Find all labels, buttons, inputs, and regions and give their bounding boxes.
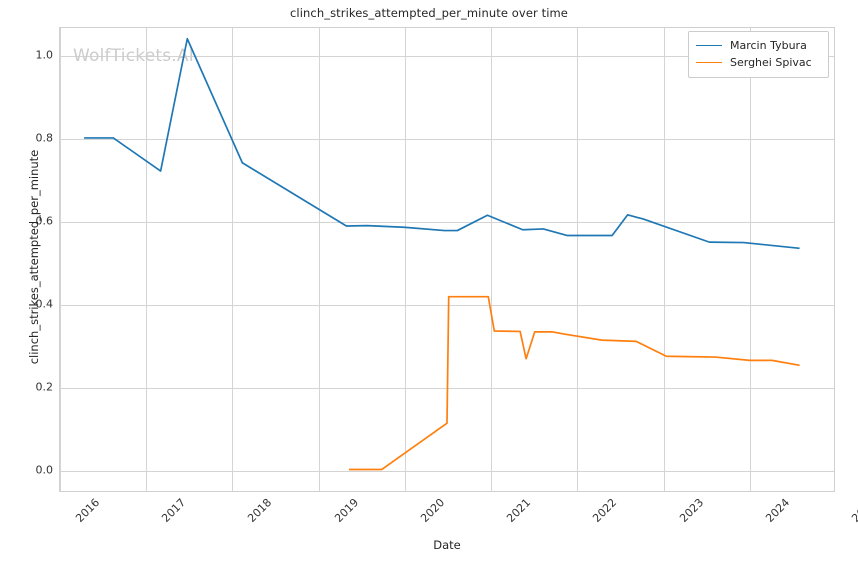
y-axis-ticks: 0.0 0.2 0.4 0.6 0.8 1.0 — [0, 27, 54, 492]
x-tick-label: 2024 — [762, 496, 792, 525]
series-line-1 — [348, 295, 800, 471]
y-tick-label: 0.4 — [35, 297, 54, 311]
watermark-layer: WolfTickets.AI — [60, 28, 834, 491]
x-axis-label: Date — [433, 538, 461, 552]
gridline-vertical — [146, 28, 148, 491]
x-tick-label: 2025 — [849, 496, 858, 525]
gridline-vertical — [491, 28, 493, 491]
y-axis-label: clinch_strikes_attempted_per_minute — [27, 149, 41, 365]
plot-area: WolfTickets.AI — [59, 27, 835, 492]
gridline-vertical — [232, 28, 234, 491]
x-tick-label: 2018 — [245, 496, 275, 525]
legend-item[interactable]: Serghei Spivac — [696, 54, 821, 71]
y-tick-label: 0.2 — [35, 380, 54, 394]
gridline-horizontal — [60, 222, 834, 224]
legend-label-series-0: Marcin Tybura — [730, 39, 807, 52]
y-tick-label: 0.0 — [35, 463, 54, 477]
page-title: clinch_strikes_attempted_per_minute over… — [290, 6, 568, 20]
gridline-vertical — [749, 28, 751, 491]
gridline-horizontal — [60, 56, 834, 58]
x-tick-label: 2022 — [590, 496, 620, 525]
gridline-horizontal — [60, 471, 834, 473]
gridline-vertical — [577, 28, 579, 491]
watermark-text: WolfTickets.AI — [73, 46, 194, 66]
legend-swatch-series-1 — [696, 62, 722, 63]
legend: Marcin Tybura Serghei Spivac — [688, 31, 829, 78]
x-tick-label: 2021 — [504, 496, 534, 525]
x-tick-label: 2017 — [159, 496, 189, 525]
x-tick-label: 2016 — [73, 496, 103, 525]
gridline-vertical — [318, 28, 320, 491]
y-tick-label: 0.8 — [35, 131, 54, 145]
gridline-horizontal — [60, 305, 834, 307]
legend-swatch-series-0 — [696, 45, 722, 46]
legend-item[interactable]: Marcin Tybura — [696, 37, 821, 54]
series-line-0 — [84, 37, 800, 250]
series-layer — [84, 37, 800, 471]
x-tick-label: 2019 — [331, 496, 361, 525]
gridline-vertical — [404, 28, 406, 491]
legend-label-series-1: Serghei Spivac — [730, 56, 812, 69]
gridline-vertical — [60, 28, 61, 491]
y-tick-label: 0.6 — [35, 214, 54, 228]
x-axis-ticks: 2016 2017 2018 2019 2020 2021 2022 2023 2024 2025 — [59, 492, 858, 542]
x-tick-label: 2020 — [418, 496, 448, 525]
y-tick-label: 1.0 — [35, 48, 54, 62]
x-tick-label: 2023 — [676, 496, 706, 525]
gridline-horizontal — [60, 139, 834, 141]
gridline-vertical — [663, 28, 665, 491]
